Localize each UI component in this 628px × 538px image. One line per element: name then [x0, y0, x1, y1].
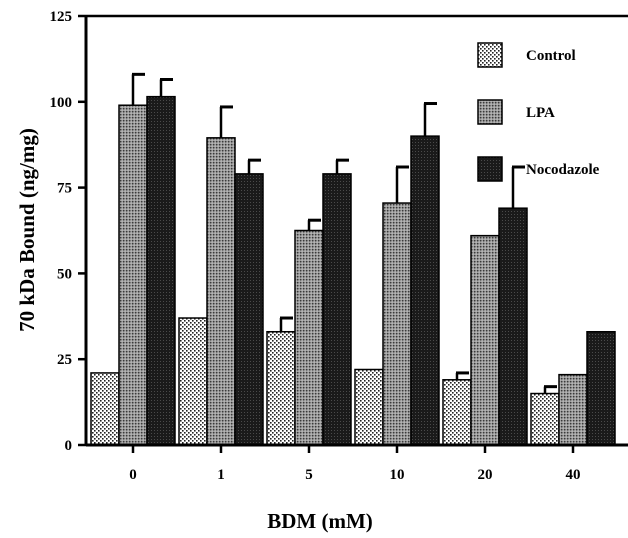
bar-lpa-20 [470, 234, 500, 446]
y-tick-label: 0 [65, 438, 73, 454]
x-tick-label: 0 [129, 467, 137, 483]
legend-label-control: Control [526, 48, 576, 64]
bar-nocodazole-1 [234, 173, 264, 446]
bar-nocodazole-20 [498, 207, 528, 446]
bar-lpa-10 [382, 202, 412, 446]
bar-nocodazole-0 [146, 95, 176, 446]
x-axis-title: BDM (mM) [267, 509, 373, 533]
bar-nocodazole-40 [586, 330, 616, 446]
x-tick-label: 1 [217, 467, 225, 483]
bar-control-40 [530, 392, 560, 446]
legend-swatch-control [477, 42, 503, 68]
x-tick-label: 5 [305, 467, 313, 483]
y-tick-label: 125 [50, 9, 73, 25]
bar-lpa-40 [558, 373, 588, 446]
legend: Control LPA Nocodazole [477, 42, 600, 182]
axes-group: 0 25 50 75 100 125 0 1 5 10 20 40 [50, 9, 628, 483]
x-tick-label: 40 [566, 467, 581, 483]
bar-lpa-0 [118, 104, 148, 446]
y-tick-label: 25 [57, 352, 72, 368]
y-axis-title: 70 kDa Bound (ng/mg) [15, 128, 39, 332]
bar-nocodazole-5 [322, 173, 352, 446]
y-tick-label: 100 [50, 95, 73, 111]
bar-nocodazole-10 [410, 135, 440, 446]
legend-swatch-lpa [477, 99, 503, 125]
bar-control-10 [354, 368, 384, 446]
x-tick-label: 20 [478, 467, 493, 483]
legend-label-lpa: LPA [526, 105, 555, 121]
bar-lpa-1 [206, 137, 236, 446]
error-bars-group [131, 72, 557, 394]
bar-control-0 [90, 372, 120, 446]
bar-lpa-5 [294, 229, 324, 446]
bar-control-20 [442, 379, 472, 446]
x-tick-label: 10 [390, 467, 405, 483]
y-tick-label: 50 [57, 266, 72, 282]
bar-control-1 [178, 317, 208, 446]
legend-label-nocodazole: Nocodazole [526, 162, 600, 178]
bar-control-5 [266, 330, 296, 446]
bars-group [90, 95, 616, 446]
y-tick-label: 75 [57, 181, 72, 197]
legend-swatch-nocodazole [477, 156, 503, 182]
